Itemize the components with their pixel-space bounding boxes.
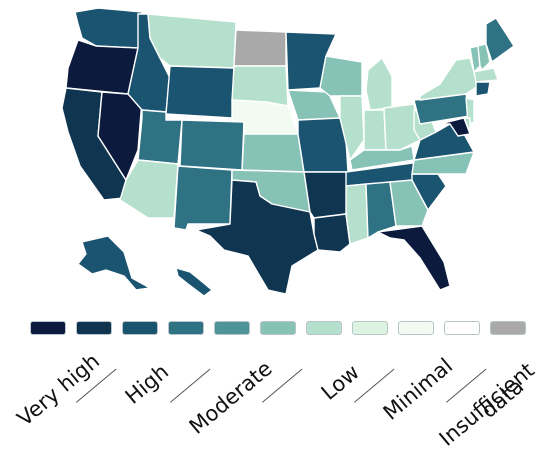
state-ar	[303, 171, 349, 219]
state-ms	[345, 183, 369, 245]
state-de	[463, 117, 471, 133]
legend-swatch	[398, 321, 434, 335]
legend-swatch	[30, 321, 66, 335]
legend-swatch	[168, 321, 204, 335]
legend-label-insufficient-line2: data	[476, 374, 529, 423]
state-nm	[173, 165, 233, 231]
state-ny	[419, 57, 479, 101]
state-hi	[175, 267, 213, 297]
state-nd	[233, 29, 287, 67]
legend-label-moderate: Moderate	[184, 356, 277, 439]
state-ut	[137, 109, 183, 165]
state-me	[485, 17, 515, 63]
legend-swatch	[214, 321, 250, 335]
legend-swatch	[122, 321, 158, 335]
state-or	[65, 39, 139, 95]
state-oh	[383, 103, 421, 151]
state-md	[439, 117, 471, 137]
us-choropleth-map	[61, 7, 515, 297]
state-ks	[241, 133, 305, 173]
state-co	[179, 119, 245, 171]
state-ma	[473, 67, 499, 83]
legend-label-high: High	[120, 359, 174, 409]
state-nh	[477, 43, 491, 71]
state-az	[119, 159, 179, 219]
state-mi	[365, 57, 393, 111]
legend-swatch	[444, 321, 480, 335]
legend-swatch	[352, 321, 388, 335]
state-al	[365, 181, 397, 239]
state-wy	[165, 65, 235, 119]
legend-swatch	[490, 321, 526, 335]
state-la	[313, 213, 351, 253]
legend-swatch	[306, 321, 342, 335]
state-il	[339, 95, 365, 161]
state-ct	[475, 81, 491, 97]
legend-label-low: Low	[316, 359, 364, 405]
legend-label-minimal: Minimal	[378, 353, 458, 425]
state-ky	[349, 145, 415, 171]
legend-swatch	[260, 321, 296, 335]
state-wi	[319, 55, 363, 97]
state-in	[363, 109, 387, 151]
state-ga	[389, 179, 429, 227]
legend-separator	[170, 368, 211, 403]
state-ak	[77, 235, 151, 291]
legend-swatch	[76, 321, 112, 335]
state-mo	[297, 117, 349, 173]
state-tx	[195, 179, 319, 295]
state-fl	[377, 225, 451, 291]
